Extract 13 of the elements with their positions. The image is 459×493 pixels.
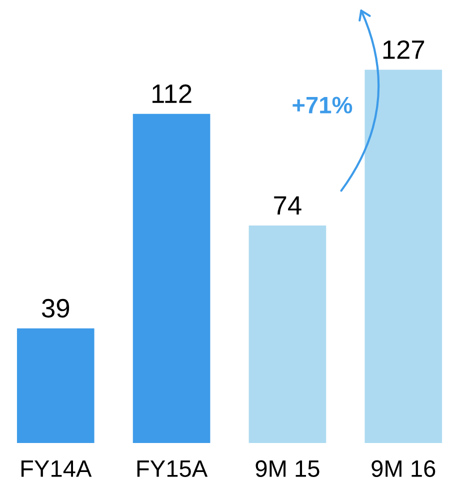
bar (132, 114, 210, 443)
x-tick-label: FY15A (137, 460, 208, 478)
data-label: 74 (274, 196, 302, 215)
x-tick-label: 9M 15 (256, 460, 320, 478)
data-label: 127 (383, 40, 424, 59)
bar (16, 328, 94, 443)
x-tick-label: 9M 16 (372, 460, 436, 478)
data-label: 112 (152, 84, 192, 103)
bar (248, 226, 326, 443)
annotation: +71% (292, 96, 352, 114)
data-label: 39 (42, 298, 70, 318)
bar (364, 70, 442, 443)
x-tick-label: FY14A (21, 460, 92, 477)
